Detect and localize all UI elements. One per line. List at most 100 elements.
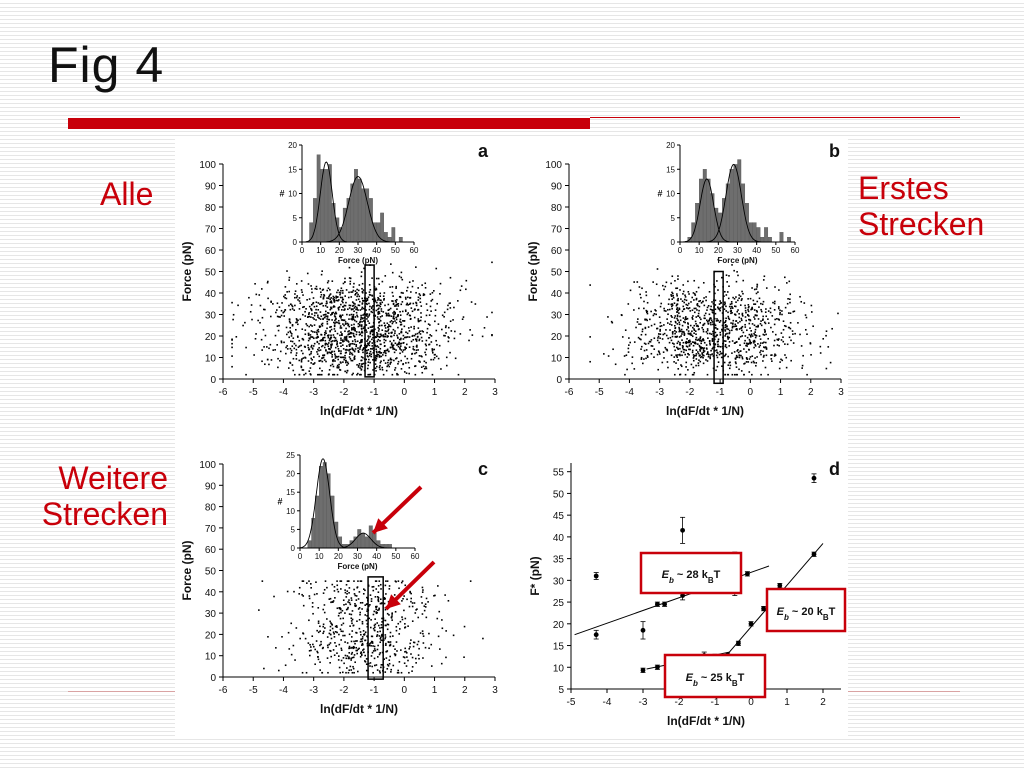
panel-b-scatter-point bbox=[750, 333, 753, 335]
panel-b-scatter-point bbox=[774, 354, 777, 357]
panel-b-scatter-point bbox=[638, 307, 640, 310]
panel-b-scatter-point bbox=[744, 316, 747, 318]
panel-a-scatter-point bbox=[345, 360, 347, 362]
panel-a-scatter-point bbox=[367, 337, 370, 339]
panel-b-scatter-point bbox=[676, 307, 679, 309]
panel-b-scatter-point bbox=[640, 323, 642, 326]
panel-a-scatter-point bbox=[351, 373, 353, 376]
panel-b-scatter-point bbox=[623, 355, 626, 357]
panel-c-x-tick-label: 3 bbox=[492, 685, 498, 696]
panel-a-scatter-point bbox=[338, 366, 340, 368]
panel-a-scatter-point bbox=[375, 288, 378, 291]
panel-b-scatter-point bbox=[614, 363, 617, 366]
panel-a-scatter-point bbox=[396, 303, 399, 305]
panel-a-y-tick-label: 60 bbox=[205, 246, 217, 257]
panel-a-scatter-point bbox=[304, 357, 307, 359]
panel-a-scatter-point bbox=[360, 324, 363, 326]
panel-a-scatter-point bbox=[361, 287, 363, 290]
panel-b-scatter-point bbox=[674, 324, 676, 327]
panel-a-histogram-bar bbox=[398, 237, 403, 243]
panel-c-scatter-point bbox=[377, 600, 380, 603]
panel-b-scatter-point bbox=[733, 305, 736, 308]
panel-a-scatter-point bbox=[368, 373, 371, 376]
panel-a-scatter-point bbox=[338, 363, 340, 366]
panel-c-scatter-point bbox=[333, 586, 336, 588]
panel-b-scatter-point bbox=[727, 364, 730, 366]
panel-a-scatter-point bbox=[423, 360, 426, 363]
panel-b-scatter-point bbox=[778, 289, 780, 291]
panel-b-scatter-point bbox=[731, 311, 733, 314]
panel-a-scatter-point bbox=[352, 349, 355, 351]
panel-a-scatter-point bbox=[317, 302, 320, 304]
panel-a-scatter-point bbox=[445, 356, 448, 359]
panel-c-gaussian-fit-2 bbox=[300, 532, 415, 549]
panel-a-scatter-point bbox=[361, 317, 363, 319]
panel-a-scatter-point bbox=[396, 315, 399, 318]
panel-a-scatter-point bbox=[351, 301, 354, 303]
panel-a-y-tick-label: 40 bbox=[205, 289, 217, 300]
panel-c-scatter-point bbox=[380, 624, 383, 626]
panel-a-scatter-point bbox=[351, 328, 353, 331]
panel-c-scatter-point bbox=[364, 589, 366, 592]
panel-b-scatter-point bbox=[759, 338, 762, 340]
panel-a-scatter-point bbox=[369, 326, 372, 328]
panel-b-scatter-point bbox=[673, 302, 676, 304]
panel-a-scatter-point bbox=[454, 357, 457, 360]
panel-c-y-tick-label: 100 bbox=[199, 460, 216, 471]
panel-b-scatter-point bbox=[765, 348, 768, 350]
panel-c-scatter-point bbox=[358, 607, 361, 609]
panel-a-scatter-point bbox=[342, 305, 344, 308]
panel-a-scatter-point bbox=[334, 299, 336, 302]
panel-a-scatter-point bbox=[361, 334, 363, 337]
panel-a-scatter-point bbox=[408, 303, 411, 306]
panel-a-scatter-point bbox=[474, 303, 477, 305]
panel-b-scatter-point bbox=[810, 311, 813, 313]
panel-b-scatter-point bbox=[679, 341, 681, 344]
panel-a-scatter-point bbox=[318, 349, 320, 352]
panel-a-scatter-point bbox=[379, 364, 381, 367]
panel-c-scatter-point bbox=[379, 671, 381, 674]
panel-a-scatter-point bbox=[352, 286, 355, 288]
panel-c-scatter-point bbox=[397, 671, 400, 674]
panel-b-scatter-point bbox=[804, 314, 807, 316]
panel-b-scatter-point bbox=[699, 356, 702, 359]
panel-a-scatter-point bbox=[313, 342, 316, 345]
panel-a-scatter-point bbox=[353, 335, 356, 338]
panel-a-scatter-point bbox=[374, 289, 377, 291]
panel-a-scatter-point bbox=[353, 310, 355, 313]
panel-b-scatter-point bbox=[671, 275, 674, 278]
panel-c-scatter-point bbox=[376, 648, 379, 651]
panel-b-scatter-point bbox=[659, 325, 662, 328]
panel-a-scatter-point bbox=[340, 331, 342, 333]
panel-b-scatter-point bbox=[643, 342, 646, 345]
panel-a-scatter-point bbox=[362, 314, 364, 316]
panel-a-scatter-point bbox=[387, 364, 390, 366]
panel-b-scatter-point bbox=[683, 331, 685, 333]
panel-b-inset-y-tick-label: 10 bbox=[666, 190, 675, 199]
panel-a-inset-x-tick-label: 60 bbox=[410, 246, 419, 255]
panel-a-scatter-point bbox=[366, 352, 369, 354]
panel-b-scatter-point bbox=[809, 342, 812, 345]
panel-a-scatter-point bbox=[260, 338, 263, 341]
panel-a-scatter-point bbox=[349, 304, 352, 307]
panel-b-scatter-point bbox=[663, 332, 666, 335]
panel-a-scatter-point bbox=[419, 301, 422, 304]
panel-a-scatter-point bbox=[465, 288, 467, 291]
panel-a-scatter-point bbox=[393, 310, 395, 313]
panel-a-scatter-point bbox=[304, 315, 307, 317]
panel-b-scatter-point bbox=[773, 355, 776, 357]
panel-d-data-point bbox=[745, 571, 750, 577]
panel-a-scatter-point bbox=[299, 302, 302, 304]
panel-b-scatter-point bbox=[751, 308, 754, 310]
panel-b-scatter-point bbox=[751, 323, 754, 325]
panel-a-scatter-point bbox=[259, 321, 261, 324]
panel-a-scatter-point bbox=[337, 319, 340, 322]
panel-d-label-text-2: Eb ~ 20 kBT bbox=[777, 606, 836, 622]
panel-b-scatter-point bbox=[645, 309, 648, 312]
panel-a-scatter-point bbox=[399, 318, 402, 321]
panel-b-scatter-point bbox=[754, 328, 757, 331]
panel-c-scatter-point bbox=[334, 630, 337, 633]
panel-a-scatter-point bbox=[330, 352, 332, 354]
panel-c-scatter-point bbox=[350, 636, 353, 638]
panel-b-scatter-point bbox=[752, 340, 755, 343]
